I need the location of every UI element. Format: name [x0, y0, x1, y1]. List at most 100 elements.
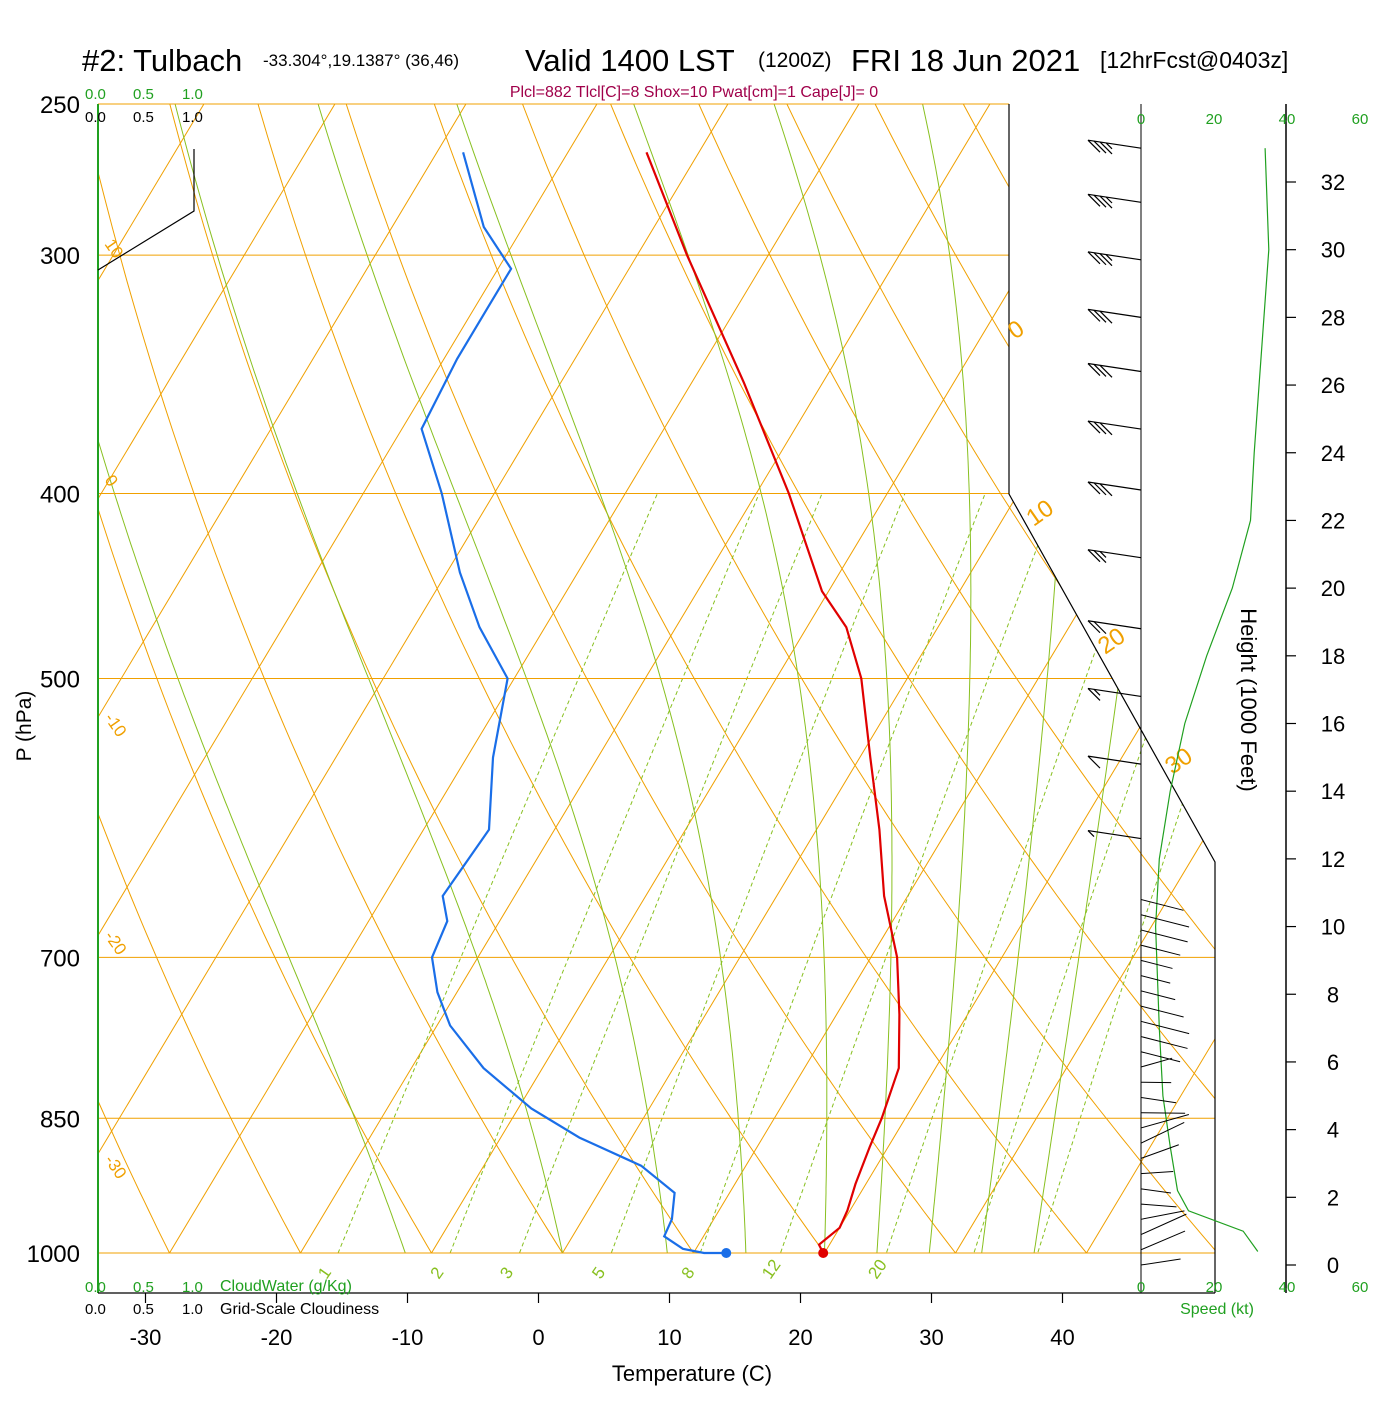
wind-barb-staff	[1088, 482, 1141, 490]
height-axis-title: Height (1000 Feet)	[1236, 608, 1261, 791]
surface-temperature-point	[818, 1248, 828, 1258]
wind-barb	[1141, 1021, 1189, 1033]
wind-barb	[1141, 1058, 1172, 1067]
isotherm-line	[1194, 104, 1400, 1293]
x-axis-title: Temperature (C)	[612, 1361, 772, 1386]
wind-barb	[1141, 945, 1180, 955]
wind-barb	[1141, 915, 1189, 927]
bottom-black-tick: 1.0	[182, 1301, 203, 1318]
wind-barb-staff	[1141, 1204, 1176, 1207]
wind-barb-staff	[1141, 1021, 1189, 1033]
x-tick-label: 0	[532, 1325, 544, 1350]
wind-barb	[1088, 831, 1141, 839]
valid-time: Valid 1400 LST	[525, 43, 735, 78]
height-tick-label: 22	[1321, 508, 1345, 533]
isotherm-line	[15, 104, 728, 1293]
speed-bottom-tick: 40	[1279, 1279, 1296, 1296]
wind-barb	[1141, 1259, 1181, 1265]
height-tick-label: 10	[1321, 915, 1345, 940]
diagram-boundary	[1009, 104, 1215, 1293]
speed-top-tick: 60	[1352, 111, 1369, 128]
mixing-ratio-line	[769, 494, 1057, 1286]
wind-barb	[1088, 482, 1141, 496]
height-tick-label: 20	[1321, 576, 1345, 601]
isotherm-line	[408, 104, 1121, 1293]
wind-barb-staff	[1141, 915, 1189, 927]
wind-barb-staff	[1088, 831, 1141, 839]
speed-bottom-tick: 0	[1137, 1279, 1145, 1296]
wind-barb	[1141, 930, 1188, 942]
wind-barb	[1141, 1115, 1189, 1128]
wind-barb-staff	[1088, 140, 1141, 148]
x-tick-label: -20	[261, 1325, 293, 1350]
wind-barb-staff	[1141, 1037, 1188, 1049]
bottom-black-tick: 0.5	[133, 1301, 154, 1318]
top-black-tick: 0.5	[133, 109, 154, 126]
wind-barb	[1088, 309, 1141, 323]
station-title: #2: Tulbach	[82, 43, 242, 78]
x-tick-label: 10	[657, 1325, 681, 1350]
bottom-black-tick: 0.0	[85, 1301, 106, 1318]
isotherm-line	[0, 104, 597, 1293]
forecast-info: [12hrFcst@0403z]	[1100, 47, 1288, 73]
wind-barb-staff	[1088, 252, 1141, 260]
wind-barb-staff	[1088, 688, 1141, 696]
wind-barb-staff	[1141, 1145, 1179, 1159]
mixing-ratio-line	[437, 494, 759, 1286]
speed-top-tick: 20	[1206, 111, 1223, 128]
isotherm-label: 0	[1003, 315, 1029, 345]
wind-barb	[1141, 1171, 1173, 1173]
x-tick-label: 30	[919, 1325, 943, 1350]
wind-barb-staff	[1088, 194, 1141, 202]
utc-time: (1200Z)	[758, 49, 832, 72]
wind-barb	[1141, 1204, 1176, 1207]
wind-barb	[1088, 140, 1141, 154]
p-tick-label: 1000	[27, 1241, 80, 1268]
p-tick-label: 700	[40, 945, 80, 972]
height-tick-label: 32	[1321, 170, 1345, 195]
top-black-tick: 0.0	[85, 109, 106, 126]
bottom-green-tick: 0.5	[133, 1279, 154, 1296]
station-coords: -33.304°,19.1387° (36,46)	[263, 51, 459, 70]
mixing-ratio-label: 3	[496, 1264, 517, 1283]
wind-barb-staff	[1088, 309, 1141, 317]
speed-bottom-tick: 60	[1352, 1279, 1369, 1296]
height-tick-label: 24	[1321, 441, 1345, 466]
wind-barb	[1141, 1145, 1179, 1159]
mixing-ratio-label: 2	[427, 1264, 448, 1283]
height-tick-label: 4	[1327, 1118, 1339, 1143]
wind-barb-staff	[1141, 1259, 1181, 1265]
speed-scale-top: 0 20 40 60	[1137, 111, 1369, 128]
wind-barb-staff	[1141, 1189, 1171, 1193]
wind-barb	[1141, 1037, 1188, 1049]
wind-barb-staff	[1141, 1214, 1186, 1234]
height-tick-label: 12	[1321, 847, 1345, 872]
wind-barb	[1088, 194, 1141, 208]
p-tick-label: 300	[40, 243, 80, 270]
isotherm-line	[801, 104, 1400, 1293]
cloudwater-label: CloudWater (g/Kg)	[220, 1278, 352, 1295]
valid-date: FRI 18 Jun 2021	[851, 43, 1080, 78]
speed-top-tick: 0	[1137, 111, 1145, 128]
bottom-green-tick: 1.0	[182, 1279, 203, 1296]
x-tick-label: 20	[788, 1325, 812, 1350]
height-tick-label: 6	[1327, 1050, 1339, 1075]
isotherm-line	[1325, 104, 1400, 1293]
wind-barb-staff	[1141, 976, 1170, 983]
mixing-ratio-line	[876, 494, 1153, 1286]
top-green-tick: 0.0	[85, 86, 106, 103]
speed-bottom-tick: 20	[1206, 1279, 1223, 1296]
top-green-tick: 1.0	[182, 86, 203, 103]
wind-barb	[1088, 421, 1141, 435]
height-tick-label: 2	[1327, 1185, 1339, 1210]
p-tick-label: 850	[40, 1106, 80, 1133]
wind-barb	[1141, 1113, 1185, 1114]
speed-label: Speed (kt)	[1180, 1301, 1254, 1318]
x-tick-label: 40	[1050, 1325, 1074, 1350]
p-tick-label: 250	[40, 92, 80, 119]
bottom-green-tick: 0.0	[85, 1279, 106, 1296]
speed-scale-bottom: 0 20 40 60 Speed (kt)	[1137, 1279, 1369, 1318]
wind-barb	[1141, 1214, 1186, 1234]
wind-barb-staff	[1141, 1058, 1172, 1067]
